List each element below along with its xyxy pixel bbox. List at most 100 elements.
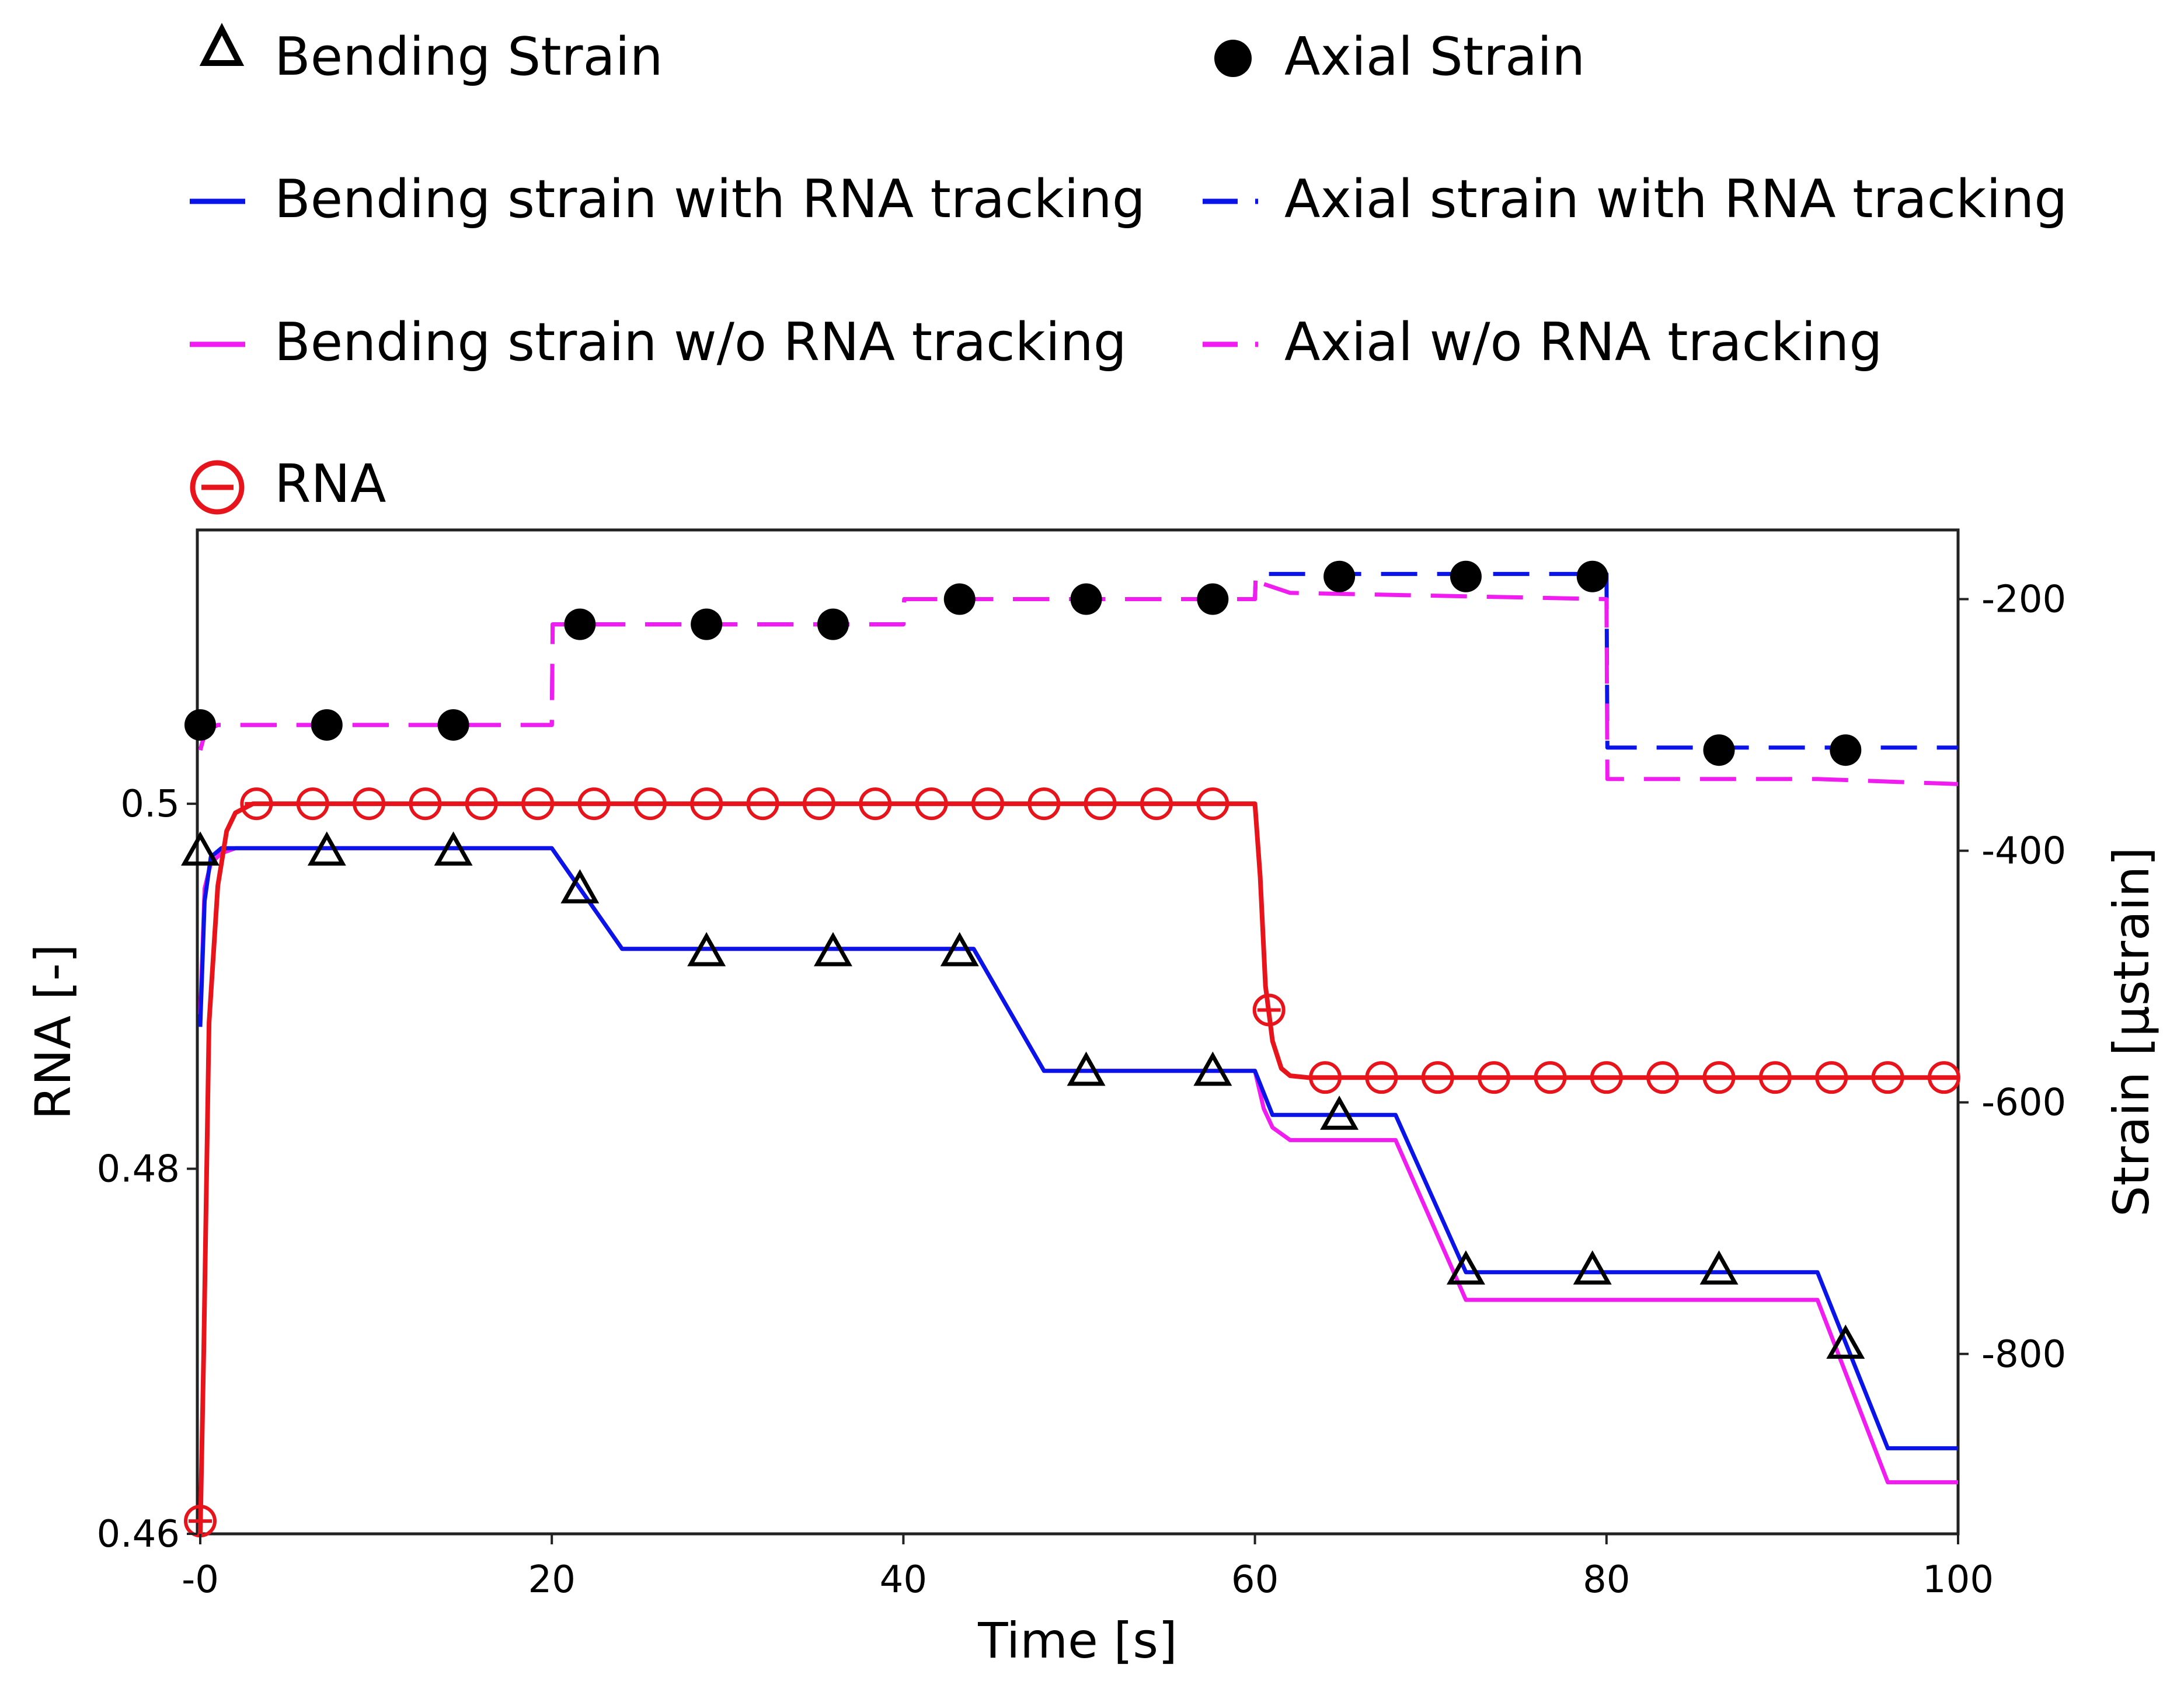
rna-marker-circle <box>1140 787 1173 821</box>
rna-marker <box>746 787 779 821</box>
rna-marker <box>296 787 329 821</box>
rna-marker-circle <box>1871 1061 1904 1094</box>
rna-marker <box>1815 1061 1848 1094</box>
rna-marker-circle <box>1421 1061 1454 1094</box>
x-tick-label: -0 <box>182 1558 219 1602</box>
y2-tick-label: -200 <box>1981 578 2066 622</box>
axial-strain-marker <box>943 583 976 615</box>
rna-marker <box>915 787 948 821</box>
rna-marker <box>577 787 611 821</box>
rna-marker-circle <box>859 787 892 821</box>
bending-strain-marker <box>1320 1096 1359 1130</box>
bending-strain-marker <box>1826 1324 1865 1359</box>
rna-marker <box>1140 787 1173 821</box>
rna-marker-circle <box>353 787 386 821</box>
x-tick-label: 40 <box>880 1558 927 1602</box>
bending-strain-marker <box>813 932 852 967</box>
axial-strain-marker <box>691 608 723 640</box>
bending-strain-marker <box>940 932 979 967</box>
rna-marker <box>1084 787 1117 821</box>
rna-marker <box>1365 1061 1398 1094</box>
legend-label-bending-strain: Bending Strain <box>274 26 663 88</box>
axial-strain-marker <box>311 709 343 741</box>
rna-marker <box>1646 1061 1680 1094</box>
rna-marker-circle <box>1927 1061 1960 1094</box>
y-axis-left: 0.46 0.48 0.5 <box>97 783 197 1556</box>
rna-marker-circle <box>1646 1061 1680 1094</box>
rna-marker <box>1196 787 1229 821</box>
rna-marker-circle <box>1478 1061 1511 1094</box>
marker-layer <box>181 560 1960 1538</box>
y2-axis-title: Strain [µstrain] <box>2103 847 2160 1217</box>
legend-open-circle-marker <box>190 460 245 515</box>
rna-marker-circle <box>240 787 273 821</box>
legend: Bending Strain Axial Strain Bending stra… <box>190 23 2067 515</box>
y-tick-label: 0.46 <box>97 1513 180 1556</box>
rna-marker-circle <box>633 787 667 821</box>
rna-marker <box>1590 1061 1623 1094</box>
axial-strain-marker <box>1197 583 1229 615</box>
rna-marker-circle <box>521 787 555 821</box>
rna-marker <box>240 787 273 821</box>
rna-marker-circle <box>971 787 1004 821</box>
bending-strain-marker <box>1573 1250 1612 1285</box>
legend-item-bending-without-rna: Bending strain w/o RNA tracking <box>190 312 1127 373</box>
y-axis-right: -200 -400 -600 -800 <box>1958 578 2066 1376</box>
x-axis-title: Time [s] <box>977 1612 1178 1669</box>
axial-strain-marker <box>564 608 596 640</box>
rna-marker-circle <box>746 787 779 821</box>
rna-marker <box>690 787 723 821</box>
rna-marker <box>1702 1061 1736 1094</box>
rna-marker-circle <box>1758 1061 1792 1094</box>
rna-marker-circle <box>1252 993 1286 1027</box>
series-line-bending-strain-w-o-rna-tracking <box>198 846 1958 1485</box>
legend-label-bending-without-rna: Bending strain w/o RNA tracking <box>274 312 1127 373</box>
axial-strain-marker <box>1703 734 1735 766</box>
bending-strain-marker <box>1699 1250 1739 1285</box>
rna-marker <box>1478 1061 1511 1094</box>
series-line-rna <box>198 801 1958 1534</box>
rna-marker <box>409 787 442 821</box>
rna-marker-circle <box>1815 1061 1848 1094</box>
axial-strain-marker <box>817 608 849 640</box>
plot-area <box>181 528 1960 1538</box>
axial-strain-marker <box>1070 583 1102 615</box>
bending-strain-marker <box>560 869 600 903</box>
legend-filled-circle-marker <box>1214 40 1252 77</box>
bending-strain-marker <box>1446 1250 1485 1285</box>
rna-marker-circle <box>1590 1061 1623 1094</box>
rna-marker <box>1252 993 1286 1027</box>
rna-marker-circle <box>1309 1061 1342 1094</box>
rna-marker-circle <box>1027 787 1061 821</box>
rna-marker-circle <box>577 787 611 821</box>
legend-item-rna: RNA <box>190 453 386 515</box>
x-tick-label: 100 <box>1922 1558 1994 1602</box>
rna-marker <box>1309 1061 1342 1094</box>
bending-strain-marker <box>1193 1051 1232 1086</box>
x-axis: -0 20 40 60 80 100 <box>182 1534 1994 1602</box>
x-tick-label: 80 <box>1583 1558 1630 1602</box>
bending-strain-marker <box>687 932 726 967</box>
rna-marker <box>465 787 498 821</box>
y2-tick-label: -400 <box>1981 830 2066 873</box>
legend-label-axial-with-rna: Axial strain with RNA tracking <box>1284 169 2067 230</box>
y2-tick-label: -800 <box>1981 1333 2066 1376</box>
legend-open-triangle-marker <box>199 23 245 66</box>
rna-marker-circle <box>1702 1061 1736 1094</box>
axial-strain-marker <box>1323 560 1356 592</box>
rna-marker <box>353 787 386 821</box>
legend-item-axial-with-rna: Axial strain with RNA tracking <box>1203 169 2067 230</box>
axial-strain-marker <box>184 709 216 741</box>
legend-label-bending-with-rna: Bending strain with RNA tracking <box>274 169 1145 230</box>
rna-marker <box>859 787 892 821</box>
y-tick-label: 0.5 <box>120 783 180 826</box>
legend-item-axial-without-rna: Axial w/o RNA tracking <box>1203 312 1882 373</box>
legend-label-axial-strain: Axial Strain <box>1284 26 1585 88</box>
y2-tick-label: -600 <box>1981 1082 2066 1125</box>
bending-strain-marker <box>434 831 473 866</box>
rna-marker-circle <box>1196 787 1229 821</box>
axes: -0 20 40 60 80 100 0.46 0.48 0.5 -200 -400 -600 -8… <box>25 578 2160 1669</box>
bending-strain-marker <box>307 831 346 866</box>
